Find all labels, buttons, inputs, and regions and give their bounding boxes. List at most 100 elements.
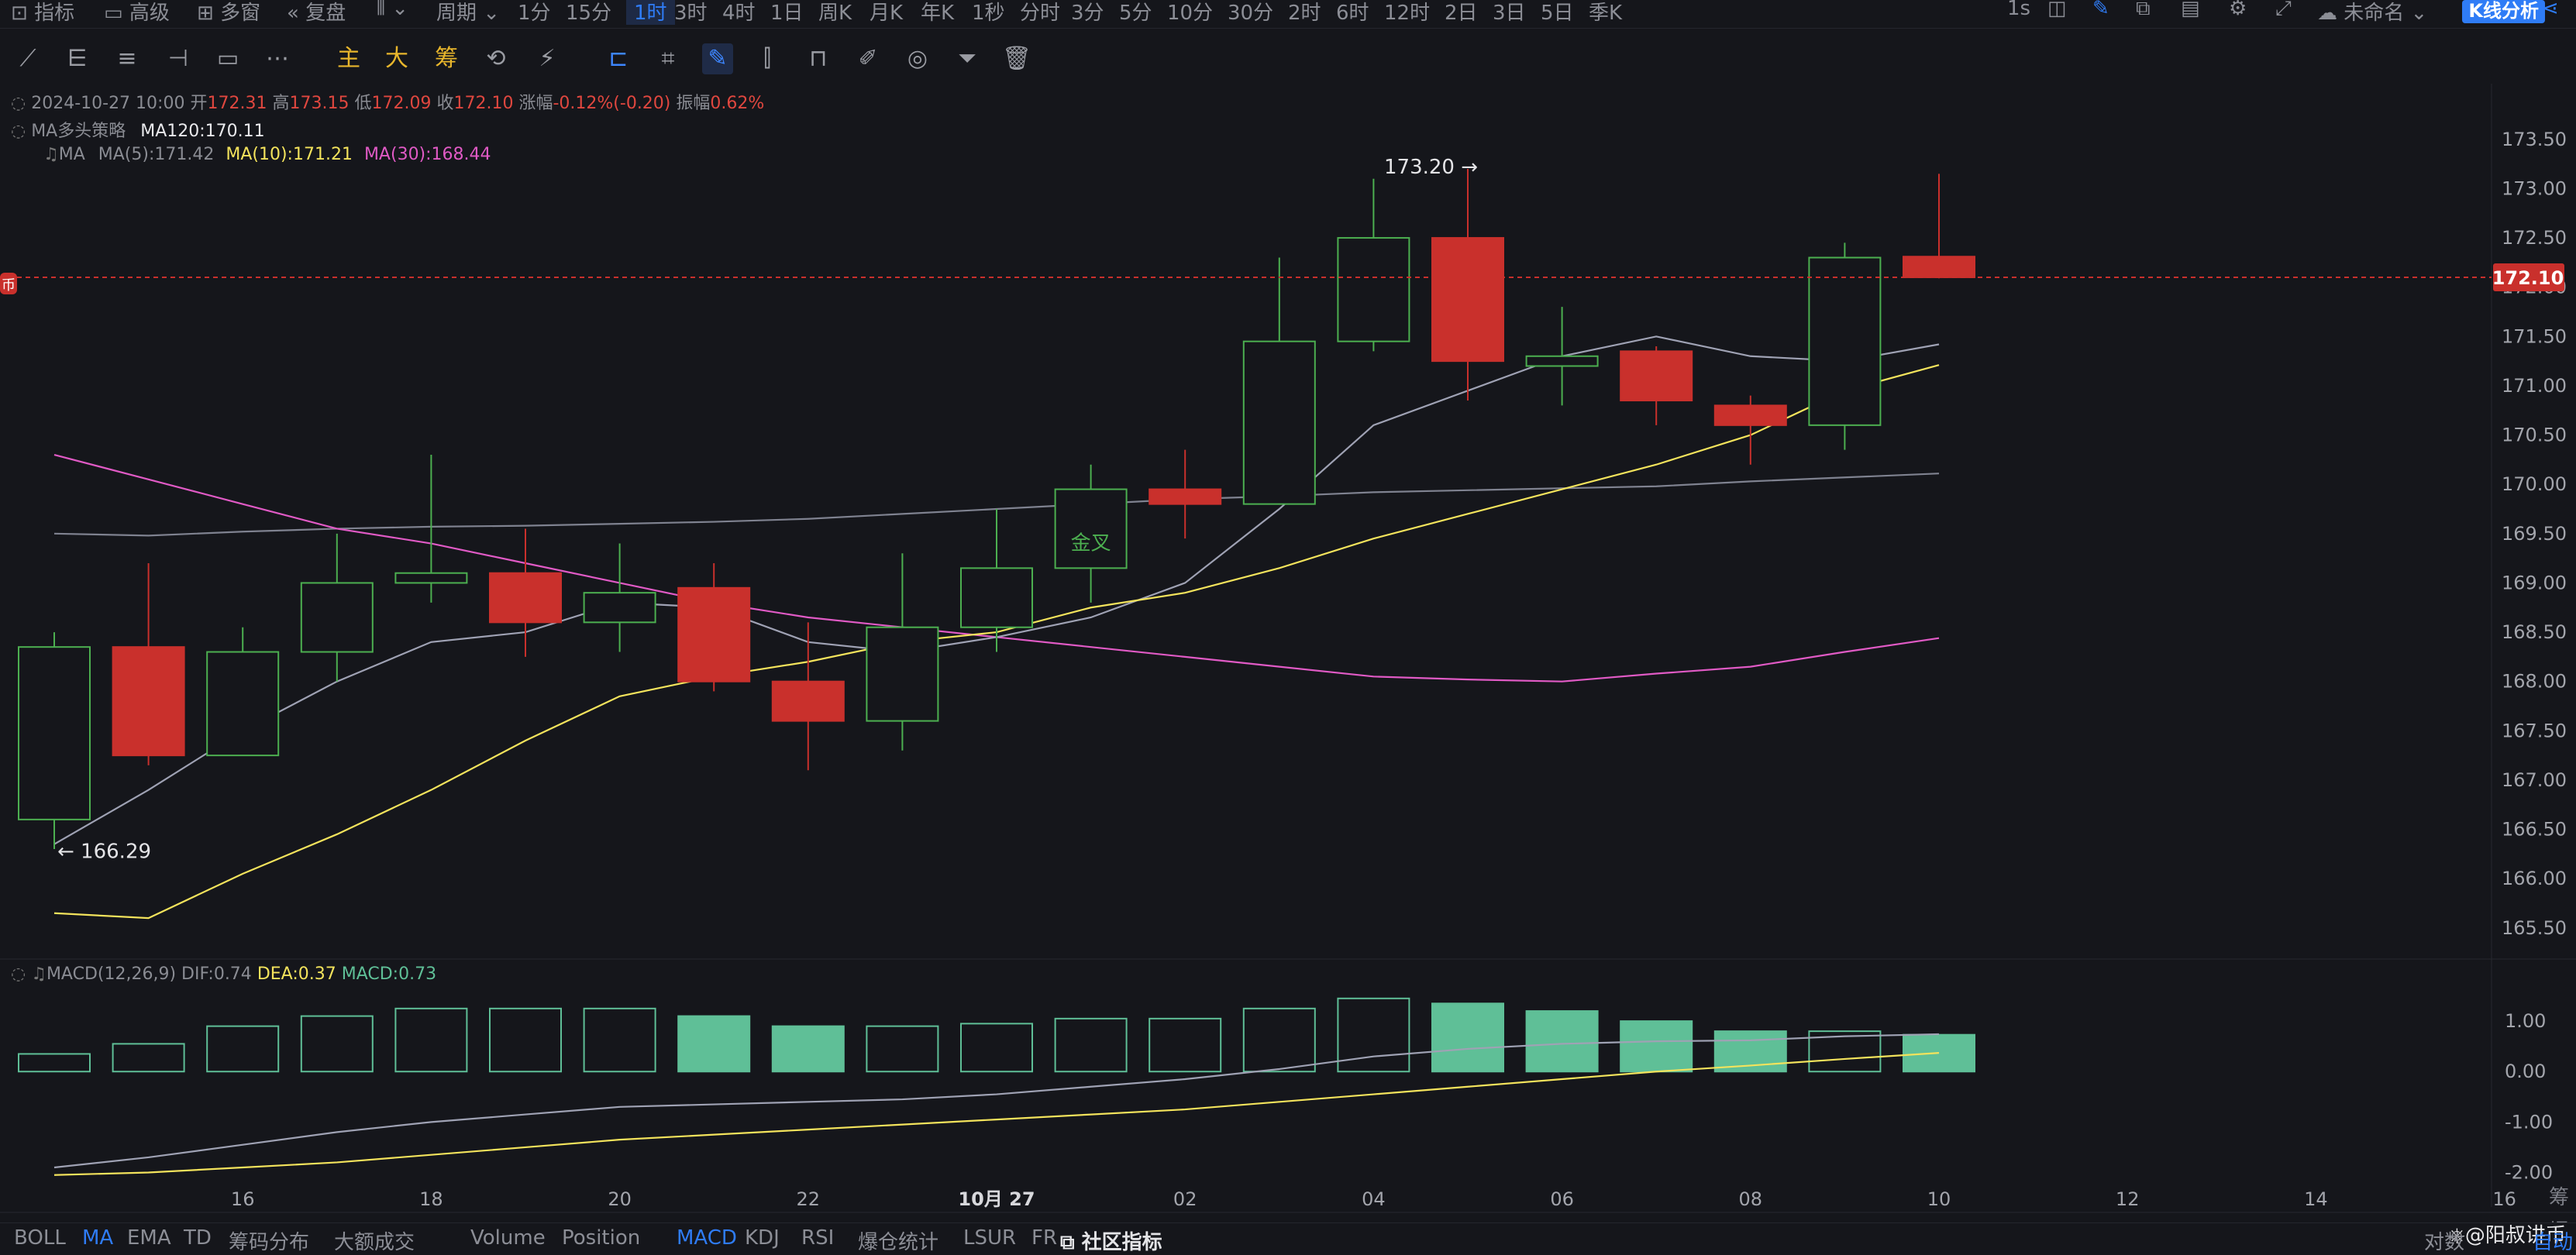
filter-icon[interactable]: ⏷ xyxy=(958,45,976,72)
bell-icon[interactable]: ♫ xyxy=(31,964,46,984)
chart-type-dropdown[interactable]: ⫴ ⌄ xyxy=(377,0,408,21)
candle[interactable] xyxy=(1054,464,1128,603)
candle-icon[interactable]: ⫿ xyxy=(763,45,771,72)
indicator-tab-8[interactable]: MACD xyxy=(677,1226,737,1250)
candle[interactable] xyxy=(960,509,1033,652)
indicator-tab-5[interactable]: 大额成交 xyxy=(334,1231,415,1254)
indicator-tab-9[interactable]: KDJ xyxy=(745,1226,780,1250)
period-15[interactable]: 2时 xyxy=(1288,2,1321,25)
candle[interactable] xyxy=(112,562,185,765)
candlestick-chart[interactable]: 173.50173.00172.50172.00171.50171.00170.… xyxy=(0,84,2576,1222)
edit-icon[interactable]: ✐ xyxy=(858,45,878,72)
trend-line-icon[interactable]: ⟋ xyxy=(19,45,36,72)
candle[interactable] xyxy=(394,455,468,603)
chips-toggle[interactable]: 筹 xyxy=(435,45,458,72)
candle[interactable] xyxy=(1525,307,1599,406)
period-13[interactable]: 10分 xyxy=(1167,2,1214,25)
template-icon[interactable]: ▤ xyxy=(2181,0,2200,20)
trash-icon[interactable]: 🗑 xyxy=(1001,45,1032,72)
period-18[interactable]: 2日 xyxy=(1445,2,1478,25)
indicator-tab-13[interactable]: FR xyxy=(1031,1226,1058,1250)
indicator-tab-0[interactable]: BOLL xyxy=(14,1226,66,1250)
candle[interactable] xyxy=(300,533,374,682)
log-scale-toggle[interactable]: 对数 xyxy=(2424,1231,2465,1254)
period-11[interactable]: 3分 xyxy=(1071,2,1104,25)
big-order-toggle[interactable]: 大 xyxy=(385,45,408,72)
sync-icon[interactable]: ⟲ xyxy=(486,45,506,72)
period-21[interactable]: 季K xyxy=(1589,2,1623,25)
candle[interactable] xyxy=(1903,174,1975,279)
draw-mode-icon[interactable]: ✎ xyxy=(702,43,733,74)
lock-icon[interactable]: ⊓ xyxy=(809,45,828,72)
indicator-tab-2[interactable]: EMA xyxy=(127,1226,171,1250)
advanced-menu[interactable]: ▭ 高级 xyxy=(104,2,170,25)
period-8[interactable]: 年K xyxy=(921,2,955,25)
settings-icon[interactable]: ⚙ xyxy=(2229,0,2247,20)
bookmark-icon[interactable]: ⊏ xyxy=(608,45,629,72)
candle[interactable] xyxy=(583,543,656,652)
collapse-icon[interactable]: ◌ xyxy=(11,964,26,984)
period-0[interactable]: 1分 xyxy=(518,2,551,25)
horizontal-ray-icon[interactable]: ⋿ xyxy=(67,45,88,72)
period-7[interactable]: 月K xyxy=(870,2,904,25)
period-dropdown[interactable]: 周期 ⌄ xyxy=(436,2,501,25)
magnet-icon[interactable]: ◎ xyxy=(907,45,928,72)
candle[interactable] xyxy=(1431,168,1504,401)
cloud-layout-dropdown[interactable]: ☁ 未命名 ⌄ xyxy=(2317,2,2428,25)
candle[interactable] xyxy=(1337,178,1410,352)
liquidation-corner-label[interactable]: 爆 xyxy=(2549,1220,2569,1222)
indicator-tab-7[interactable]: Position xyxy=(562,1226,641,1250)
indicator-tab-11[interactable]: 爆仓统计 xyxy=(858,1231,939,1254)
candle[interactable] xyxy=(18,632,91,850)
period-10[interactable]: 分时 xyxy=(1020,2,1061,25)
left-marker[interactable] xyxy=(0,273,17,294)
indicator-tab-1[interactable]: MA xyxy=(82,1226,114,1250)
auto-scale-toggle[interactable]: 自动 xyxy=(2533,1231,2574,1254)
period-19[interactable]: 3日 xyxy=(1493,2,1526,25)
period-3[interactable]: 3时 xyxy=(674,2,708,25)
chips-corner-label[interactable]: 筹 xyxy=(2549,1186,2569,1209)
indicator-tab-4[interactable]: 筹码分布 xyxy=(229,1231,310,1254)
candle[interactable] xyxy=(1620,346,1693,425)
parallel-lines-icon[interactable]: ≡ xyxy=(117,45,137,72)
period-9[interactable]: 1秒 xyxy=(972,2,1005,25)
main-chart-toggle[interactable]: 主 xyxy=(337,45,360,72)
rectangle-icon[interactable]: ▭ xyxy=(216,45,239,72)
period-2[interactable]: 1时 xyxy=(626,0,675,25)
period-12[interactable]: 5分 xyxy=(1119,2,1152,25)
indicator-tab-6[interactable]: Volume xyxy=(470,1226,546,1250)
indicator-tab-12[interactable]: LSUR xyxy=(963,1226,1017,1250)
fullscreen-icon[interactable]: ⤢ xyxy=(2275,0,2292,20)
collapse-icon[interactable]: ◌ xyxy=(11,94,26,113)
candle[interactable] xyxy=(1713,395,1787,465)
multi-window-menu[interactable]: ⊞ 多窗 xyxy=(197,2,261,25)
more-icon[interactable]: ⋯ xyxy=(266,45,289,72)
indicator-tab-10[interactable]: RSI xyxy=(801,1226,835,1250)
interval-label[interactable]: 1s xyxy=(2007,0,2031,20)
horizontal-line-icon[interactable]: ⊣ xyxy=(167,45,189,72)
indicator-tab-3[interactable]: TD xyxy=(184,1226,212,1250)
candle[interactable] xyxy=(206,627,280,757)
period-16[interactable]: 6时 xyxy=(1336,2,1369,25)
community-indicators[interactable]: ⧉ 社区指标 xyxy=(1060,1231,1162,1254)
candle[interactable] xyxy=(1808,242,1882,450)
kline-analysis-button[interactable]: K线分析 xyxy=(2462,0,2545,23)
candle[interactable] xyxy=(771,622,845,771)
period-6[interactable]: 周K xyxy=(818,2,852,25)
collapse-icon[interactable]: ◌ xyxy=(11,122,26,141)
period-14[interactable]: 30分 xyxy=(1228,2,1274,25)
candle[interactable] xyxy=(866,553,939,751)
period-20[interactable]: 5日 xyxy=(1541,2,1574,25)
period-1[interactable]: 15分 xyxy=(566,2,612,25)
bell-icon[interactable]: ♫ xyxy=(43,145,59,164)
candle[interactable] xyxy=(677,562,751,692)
period-4[interactable]: 4时 xyxy=(722,2,756,25)
camera-icon[interactable]: ◫ xyxy=(2047,0,2067,20)
share-icon[interactable]: ⋖ xyxy=(2542,0,2559,20)
ruler-icon[interactable]: ⌗ xyxy=(661,45,675,72)
replay-menu[interactable]: « 复盘 xyxy=(287,2,346,25)
period-17[interactable]: 12时 xyxy=(1384,2,1431,25)
candle[interactable] xyxy=(1242,257,1316,505)
candle[interactable] xyxy=(489,528,562,657)
candle[interactable] xyxy=(1149,449,1222,539)
